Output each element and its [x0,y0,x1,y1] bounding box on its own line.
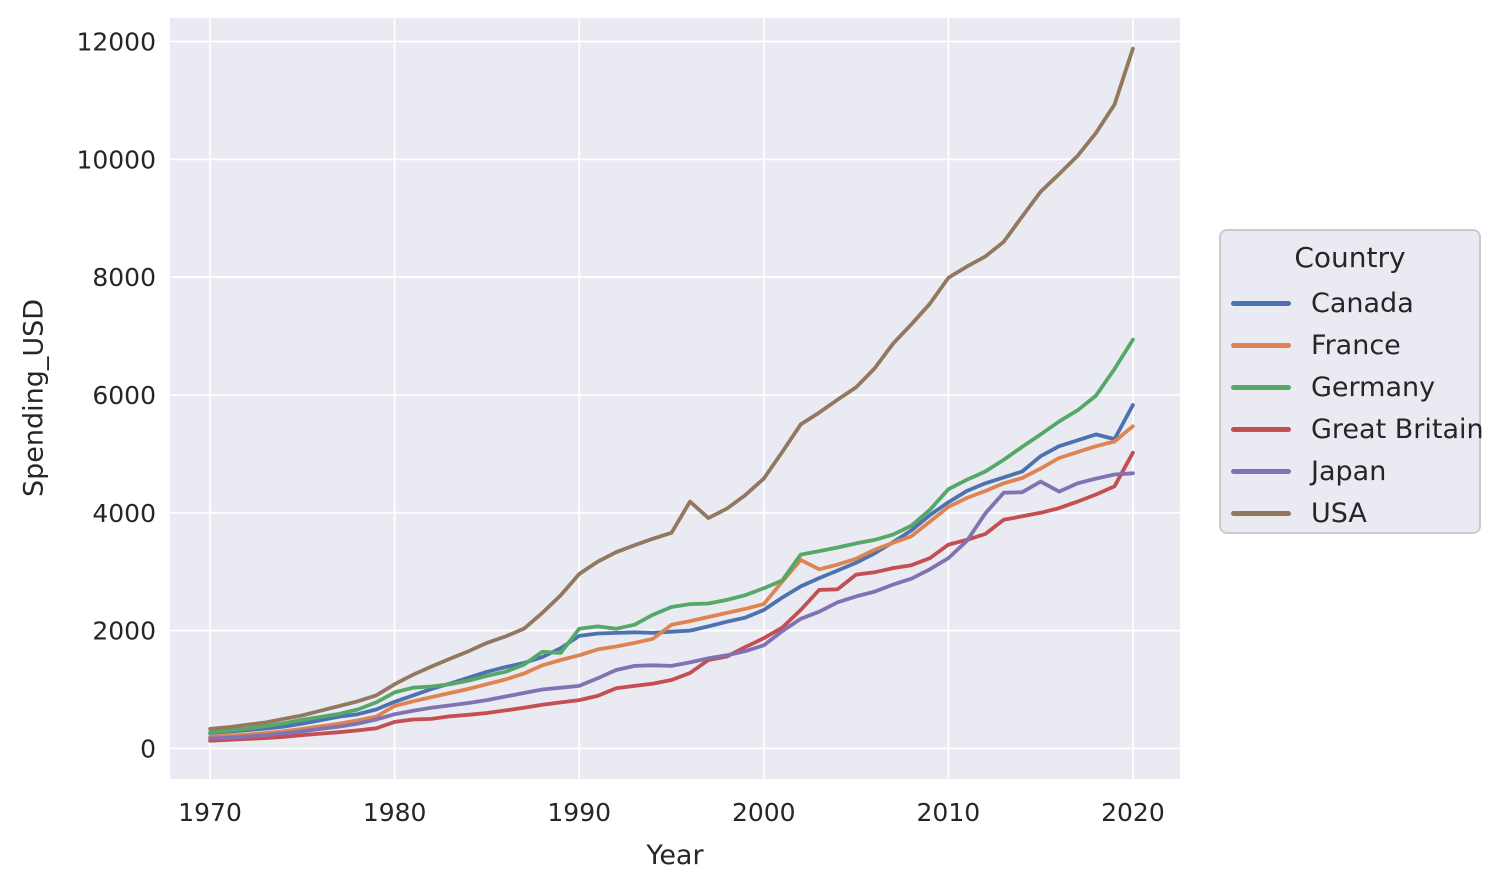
series-line-germany [208,337,1135,735]
series-line-great-britain [208,450,1135,743]
legend-item-canada: Canada [1221,282,1479,324]
legend-item-great-britain: Great Britain [1221,408,1484,450]
legend-item-label: USA [1311,497,1367,529]
series-line-usa [208,46,1135,731]
x-tick-label: 1990 [547,798,611,827]
legend-item-label: Great Britain [1311,413,1484,445]
y-tick-label: 4000 [92,499,156,528]
legend-item-label: Germany [1311,371,1436,403]
legend-item-label: France [1311,329,1401,361]
legend: Country Canada France Germany Great Britain… [1219,229,1484,534]
x-tick-label: 2010 [917,798,981,827]
x-axis-label: Year [646,840,704,871]
legend-swatch-france [1231,342,1291,348]
legend-item-japan: Japan [1221,450,1479,492]
legend-item-germany: Germany [1221,366,1479,408]
x-tick-label: 1980 [363,798,427,827]
y-tick-label: 0 [140,734,156,763]
x-tick-label: 2020 [1101,798,1165,827]
x-tick-label: 2000 [732,798,796,827]
legend-items: Canada France Germany Great Britain Japan USA [1221,282,1484,534]
legend-title: Country [1294,241,1406,274]
legend-swatch-great-britain [1231,426,1291,432]
series-line-france [208,424,1135,739]
y-tick-label: 10000 [76,145,156,174]
legend-swatch-germany [1231,384,1291,390]
y-tick-label: 2000 [92,617,156,646]
y-axis-label: Spending_USD [18,298,50,498]
legend-item-label: Japan [1311,455,1387,487]
legend-swatch-canada [1231,300,1291,306]
legend-swatch-japan [1231,468,1291,474]
y-tick-label: 8000 [92,263,156,292]
legend-swatch-usa [1231,510,1291,516]
plot-area [170,18,1180,779]
legend-item-label: Canada [1311,287,1414,319]
y-tick-label: 12000 [76,28,156,57]
series-line-japan [208,471,1135,741]
x-tick-label: 1970 [178,798,242,827]
legend-item-usa: USA [1221,492,1479,534]
series-line-canada [208,403,1135,735]
legend-item-france: France [1221,324,1479,366]
y-tick-label: 6000 [92,381,156,410]
